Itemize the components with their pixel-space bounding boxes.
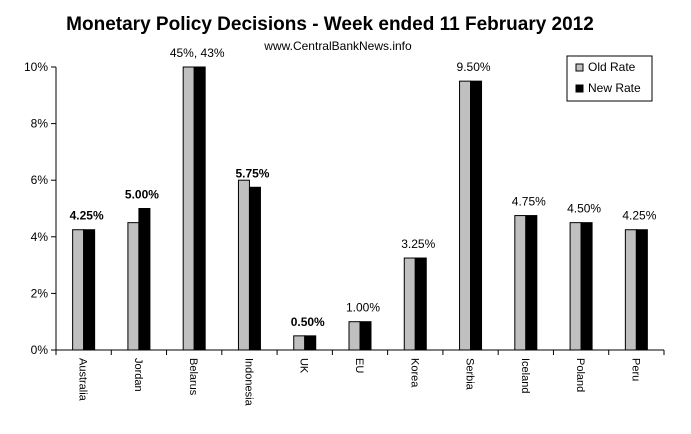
category-label: Indonesia — [242, 358, 254, 407]
bar-new-rate — [525, 215, 538, 351]
data-label: 1.00% — [346, 301, 380, 315]
chart-title: Monetary Policy Decisions - Week ended 1… — [66, 14, 594, 35]
legend-swatch — [575, 63, 584, 72]
bar-new-rate — [359, 321, 372, 351]
data-label: 4.25% — [70, 209, 104, 223]
data-label: 4.25% — [622, 209, 656, 223]
data-label: 4.50% — [567, 202, 601, 216]
bar-old-rate — [348, 321, 361, 351]
y-tick-label: 8% — [31, 117, 49, 131]
bar-old-rate — [237, 179, 250, 351]
category-label: Peru — [629, 358, 641, 381]
bar-old-rate — [514, 215, 527, 351]
category-label: Iceland — [519, 358, 531, 393]
category-label: UK — [298, 358, 310, 374]
data-label: 3.25% — [401, 237, 435, 251]
category-label: Belarus — [187, 358, 199, 396]
bar-new-rate — [138, 208, 151, 351]
category-label: Serbia — [464, 358, 476, 391]
bar-new-rate — [414, 257, 427, 351]
chart-subtitle: www.CentralBankNews.info — [263, 39, 412, 53]
category-label: Poland — [574, 358, 586, 392]
category-label: EU — [353, 358, 365, 373]
bar-new-rate — [470, 80, 483, 351]
bar-old-rate — [72, 229, 85, 351]
data-label: 5.75% — [235, 166, 269, 180]
category-label: Korea — [408, 358, 420, 388]
bar-new-rate — [83, 229, 96, 351]
y-tick-label: 10% — [24, 60, 48, 74]
bar-old-rate — [403, 257, 416, 351]
bar-new-rate — [193, 66, 206, 351]
data-label: 4.75% — [512, 195, 546, 209]
bar-new-rate — [635, 229, 648, 351]
y-tick-label: 4% — [31, 230, 49, 244]
legend-label: New Rate — [588, 81, 641, 95]
data-label: 0.50% — [291, 315, 325, 329]
bar-old-rate — [459, 80, 472, 351]
legend-swatch — [575, 84, 584, 93]
data-label: 9.50% — [457, 60, 491, 74]
y-tick-label: 6% — [31, 173, 49, 187]
plot-area: 0% 2% 4% 6% 8% 10% 4.25% Australia 5.00% Jordan 45… — [24, 46, 665, 407]
bar-old-rate — [569, 222, 582, 351]
bar-old-rate — [624, 229, 637, 351]
y-tick-label: 0% — [31, 343, 49, 357]
bar-new-rate — [580, 222, 593, 351]
category-label: Jordan — [132, 358, 144, 392]
bar-new-rate — [248, 186, 261, 351]
bar-old-rate — [182, 66, 195, 351]
y-tick-label: 2% — [31, 286, 49, 300]
legend-label: Old Rate — [588, 60, 636, 74]
bar-new-rate — [304, 335, 317, 351]
bar-old-rate — [293, 335, 306, 351]
data-label: 45%, 43% — [170, 46, 225, 60]
category-label: Australia — [77, 358, 89, 402]
bar-old-rate — [127, 222, 140, 351]
legend: Old Rate New Rate — [566, 55, 653, 102]
data-label: 5.00% — [125, 188, 159, 202]
